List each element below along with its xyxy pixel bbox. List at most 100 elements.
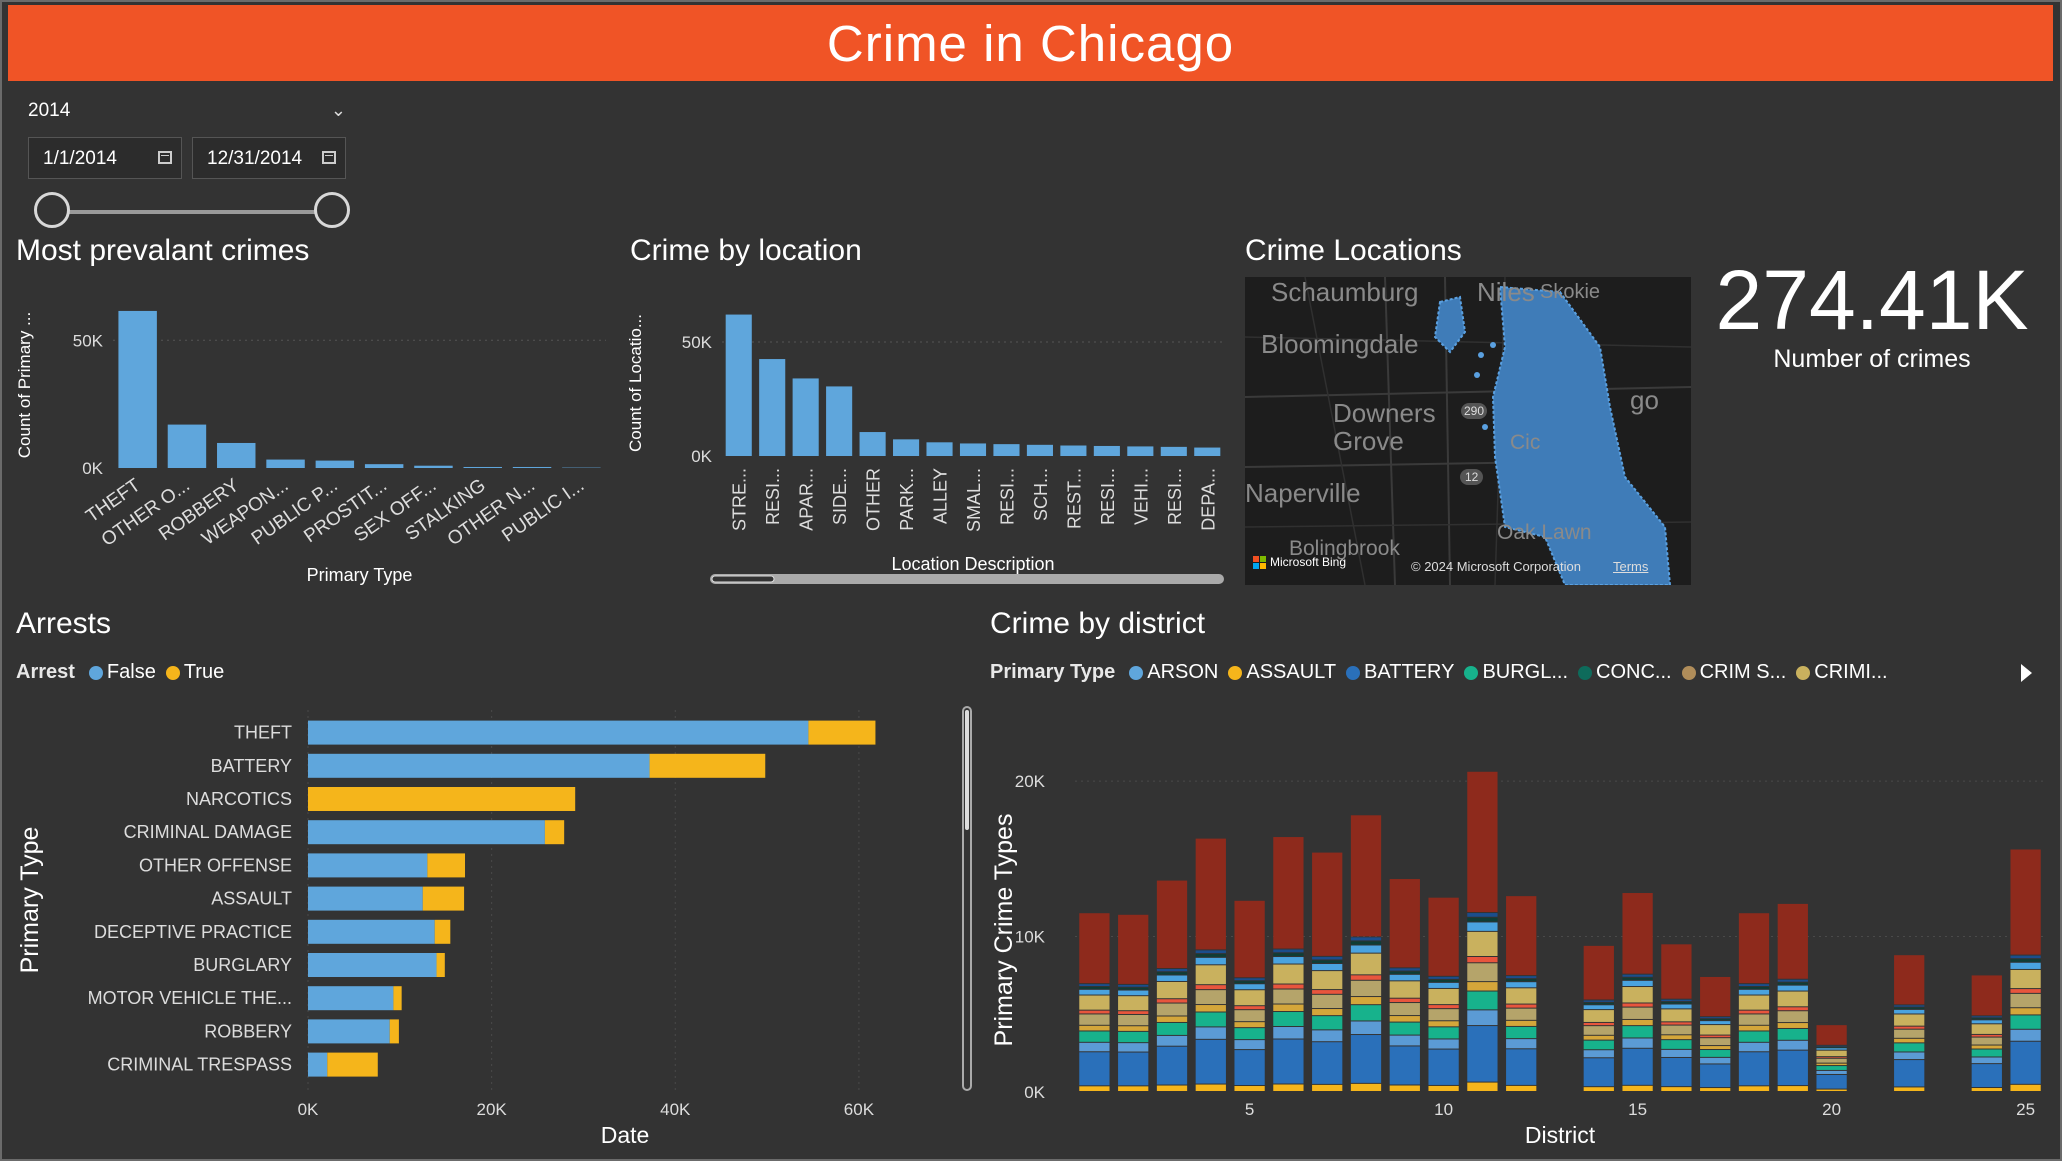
legend-dot	[88, 665, 103, 680]
bar-segment	[1428, 988, 1459, 1005]
bar-segment	[1622, 893, 1653, 974]
bar	[512, 466, 552, 468]
bar	[1026, 444, 1053, 456]
legend-label: ARSON	[1147, 661, 1219, 683]
legend-item-crimi[interactable]: CRIMI...	[1796, 661, 1888, 684]
bar-segment	[1195, 954, 1226, 957]
bar-segment	[1777, 1023, 1808, 1028]
bar-segment	[327, 1052, 378, 1077]
bar-segment	[1312, 1030, 1343, 1042]
y-tick-label: OTHER OFFENSE	[139, 855, 292, 875]
x-axis-title: Date	[601, 1122, 650, 1148]
bar-segment	[1506, 1039, 1537, 1049]
bar-segment	[1156, 1046, 1188, 1085]
bar-segment	[1777, 1050, 1808, 1086]
date-slider-end-handle[interactable]	[314, 192, 350, 228]
y-axis-title: Count of Locatio...	[626, 314, 645, 452]
bar-segment	[1622, 987, 1653, 1003]
bar-segment	[1816, 1048, 1847, 1050]
bar-segment	[1583, 1087, 1614, 1091]
chevron-down-icon[interactable]: ⌄	[330, 100, 346, 120]
bar-segment	[1738, 1042, 1770, 1052]
bar-segment	[1506, 988, 1537, 1004]
date-slider-start-handle[interactable]	[34, 192, 70, 228]
bar-segment	[1506, 1008, 1537, 1020]
y-tick-label: 10K	[1015, 928, 1046, 947]
bar-segment	[1894, 1026, 1925, 1029]
bar-segment	[2010, 962, 2041, 969]
legend-item-battery[interactable]: BATTERY	[1346, 661, 1454, 684]
legend-item-false[interactable]: False	[88, 661, 156, 684]
bar-segment	[1428, 1005, 1459, 1009]
bar-segment	[1118, 1052, 1149, 1086]
bar-segment	[1738, 1014, 1770, 1025]
legend-item-assault[interactable]: ASSAULT	[1228, 661, 1336, 684]
bar-segment	[1661, 999, 1692, 1002]
map-terms-link[interactable]: Terms	[1613, 559, 1649, 574]
x-tick-label: 0K	[298, 1100, 319, 1119]
location-chart: 0K 50K STRE... RESI... APAR... SIDE... OTHER PA…	[626, 314, 1224, 584]
legend-label: True	[183, 661, 225, 683]
highway-shield-icon: 12	[1460, 469, 1484, 485]
bar-segment	[1195, 990, 1226, 1005]
bar-segment	[1273, 984, 1304, 989]
bar-segment	[544, 820, 565, 845]
bar-segment	[1700, 1046, 1731, 1050]
bar-segment	[1700, 1050, 1731, 1057]
bar	[1160, 446, 1187, 456]
map-place: Bolingbrook	[1289, 537, 1400, 560]
bar-segment	[1777, 991, 1808, 1007]
bar-segment	[1118, 990, 1149, 996]
arrests-chart: 0K 20K 40K 60K THEFT BATTERY NARCOTICS CRIMINAL…	[16, 710, 876, 1148]
bar-segment	[1389, 974, 1420, 981]
bar-segment	[1467, 982, 1498, 991]
bar-segment	[1079, 987, 1110, 989]
bar-segment	[1622, 1048, 1653, 1085]
legend-next-icon[interactable]	[2018, 662, 2034, 684]
legend-item-crim-s[interactable]: CRIM S...	[1681, 661, 1786, 684]
bar-segment	[1738, 913, 1770, 984]
bar-segment	[1079, 984, 1110, 987]
bar-segment	[1118, 1011, 1149, 1014]
scrollbar-thumb[interactable]	[965, 710, 969, 830]
calendar-icon[interactable]	[158, 151, 172, 164]
year-dropdown[interactable]: 2014 ⌄	[28, 100, 350, 128]
date-slider-track[interactable]	[52, 210, 332, 214]
bar-segment	[1234, 900, 1265, 978]
bar	[1194, 447, 1221, 456]
bar-segment	[1777, 979, 1808, 982]
legend-item-burglary[interactable]: BURGL...	[1464, 661, 1568, 684]
bar-segment	[1118, 984, 1149, 987]
map-place: Downers Grove	[1333, 398, 1436, 456]
x-tick-label: OTHER	[864, 468, 884, 531]
bar-segment	[1894, 1060, 1925, 1087]
calendar-icon[interactable]	[322, 151, 336, 164]
x-tick-label: 20	[1822, 1100, 1841, 1119]
bar-segment	[1467, 1026, 1498, 1082]
bar-segment	[1350, 1083, 1382, 1091]
legend-dot	[1129, 665, 1144, 680]
legend-item-conc[interactable]: CONC...	[1578, 661, 1672, 684]
bar-segment	[1506, 982, 1537, 988]
bar-segment	[1156, 972, 1188, 975]
bar-segment	[1506, 1049, 1537, 1085]
legend-item-true[interactable]: True	[165, 661, 225, 684]
bar-segment	[1079, 1086, 1110, 1091]
arrests-scrollbar[interactable]	[962, 706, 972, 1091]
x-axis-title: Primary Type	[307, 565, 413, 585]
crime-map[interactable]: Schaumburg Niles Skokie Bloomingdale Dow…	[1245, 277, 1691, 585]
bar-segment	[1506, 1020, 1537, 1026]
start-date-input[interactable]: 1/1/2014	[28, 137, 182, 179]
bar-segment	[1273, 964, 1304, 984]
legend-item-arson[interactable]: ARSON	[1129, 661, 1218, 684]
y-tick-label: 50K	[73, 331, 104, 350]
bar-segment	[1583, 1040, 1614, 1050]
bar-segment	[1700, 1019, 1731, 1021]
bar	[266, 459, 305, 468]
bar-segment	[1700, 1057, 1731, 1064]
end-date-input[interactable]: 12/31/2014	[192, 137, 346, 179]
bar	[959, 443, 987, 456]
bar-segment	[1156, 1035, 1188, 1046]
bar-segment	[1350, 945, 1382, 953]
bar-segment	[2010, 1015, 2041, 1029]
